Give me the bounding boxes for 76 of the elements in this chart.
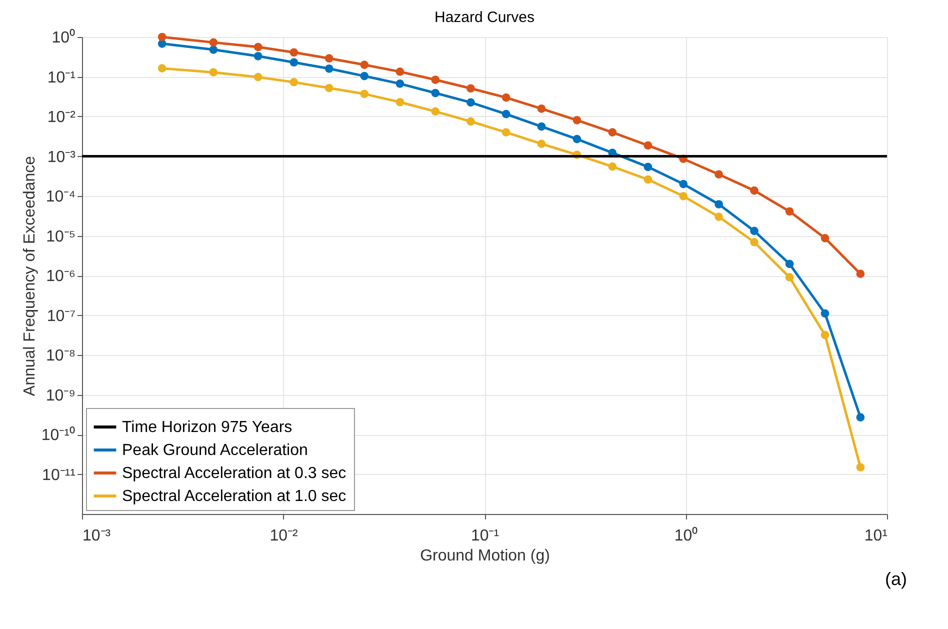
point [360, 72, 369, 80]
y-tick-label: 10⁻⁹ [46, 387, 76, 404]
point [644, 141, 652, 150]
point [254, 52, 262, 60]
point [254, 42, 262, 52]
point [502, 110, 510, 118]
legend-label: Spectral Acceleration at 0.3 sec [122, 465, 346, 482]
point [537, 140, 546, 148]
point [856, 270, 865, 278]
point [290, 58, 298, 67]
point [820, 234, 830, 242]
x-tick-label: 10⁻² [270, 528, 298, 544]
point [466, 84, 475, 93]
point [572, 134, 582, 144]
point [785, 273, 794, 282]
point [714, 200, 724, 208]
point [679, 180, 688, 188]
point [714, 170, 724, 179]
y-tick-label: 10⁻⁶ [46, 268, 76, 285]
point [466, 98, 475, 107]
x-axis-title: Ground Motion (g) [420, 548, 550, 564]
point [537, 122, 546, 131]
legend-label: Time Horizon 975 Years [122, 419, 292, 436]
text: (a) [885, 569, 907, 589]
chart-title: Hazard Curves [434, 9, 535, 26]
y-tick-label: 10⁰ [52, 28, 76, 46]
point [856, 463, 865, 472]
point [431, 107, 440, 116]
y-tick-label: 10⁻¹ [47, 69, 76, 86]
point [431, 88, 440, 98]
point [856, 413, 865, 422]
point [750, 238, 758, 246]
y-tick-label: 10⁻³ [47, 148, 76, 166]
point [502, 93, 510, 102]
point [431, 76, 440, 84]
y-tick-label: 10⁻¹⁰ [41, 426, 76, 444]
point [785, 260, 794, 268]
point [608, 128, 617, 136]
legend-label: Spectral Acceleration at 1.0 sec [122, 488, 346, 505]
x-tick-label: 10⁻¹ [470, 528, 500, 544]
y-tick-label: 10⁻² [47, 109, 76, 126]
y-tick-label: 10⁻¹¹ [42, 466, 76, 484]
point [290, 48, 298, 57]
point [254, 72, 262, 82]
point [360, 90, 369, 98]
point [324, 84, 334, 92]
y-axis-title: Annual Frequency of Exceedance [21, 156, 38, 396]
point [714, 212, 724, 221]
point [502, 128, 510, 136]
x-tick-label: 10¹ [864, 528, 888, 544]
point [820, 309, 830, 318]
x-tick-label: 10⁻³ [82, 528, 112, 544]
point [537, 104, 546, 113]
point [466, 117, 475, 126]
point [396, 98, 404, 106]
point [360, 60, 369, 69]
y-tick-label: 10⁻⁸ [46, 348, 76, 364]
y-tick-label: 10⁻⁷ [46, 308, 76, 325]
point [324, 54, 334, 63]
point [644, 162, 652, 172]
x-tick-label: 10⁰ [674, 526, 698, 544]
y-tick-label: 10⁻⁴ [46, 188, 76, 206]
point [572, 116, 582, 124]
point [608, 162, 617, 171]
point [644, 175, 652, 184]
y-tick-label: 10⁻⁵ [46, 228, 76, 246]
point [396, 68, 404, 76]
point [324, 64, 334, 73]
point [750, 186, 758, 195]
point [820, 330, 830, 340]
point [750, 226, 758, 236]
point [679, 192, 688, 200]
point [396, 79, 404, 88]
point [785, 207, 794, 216]
legend-label: Peak Ground Acceleration [122, 442, 308, 459]
point [290, 78, 298, 86]
